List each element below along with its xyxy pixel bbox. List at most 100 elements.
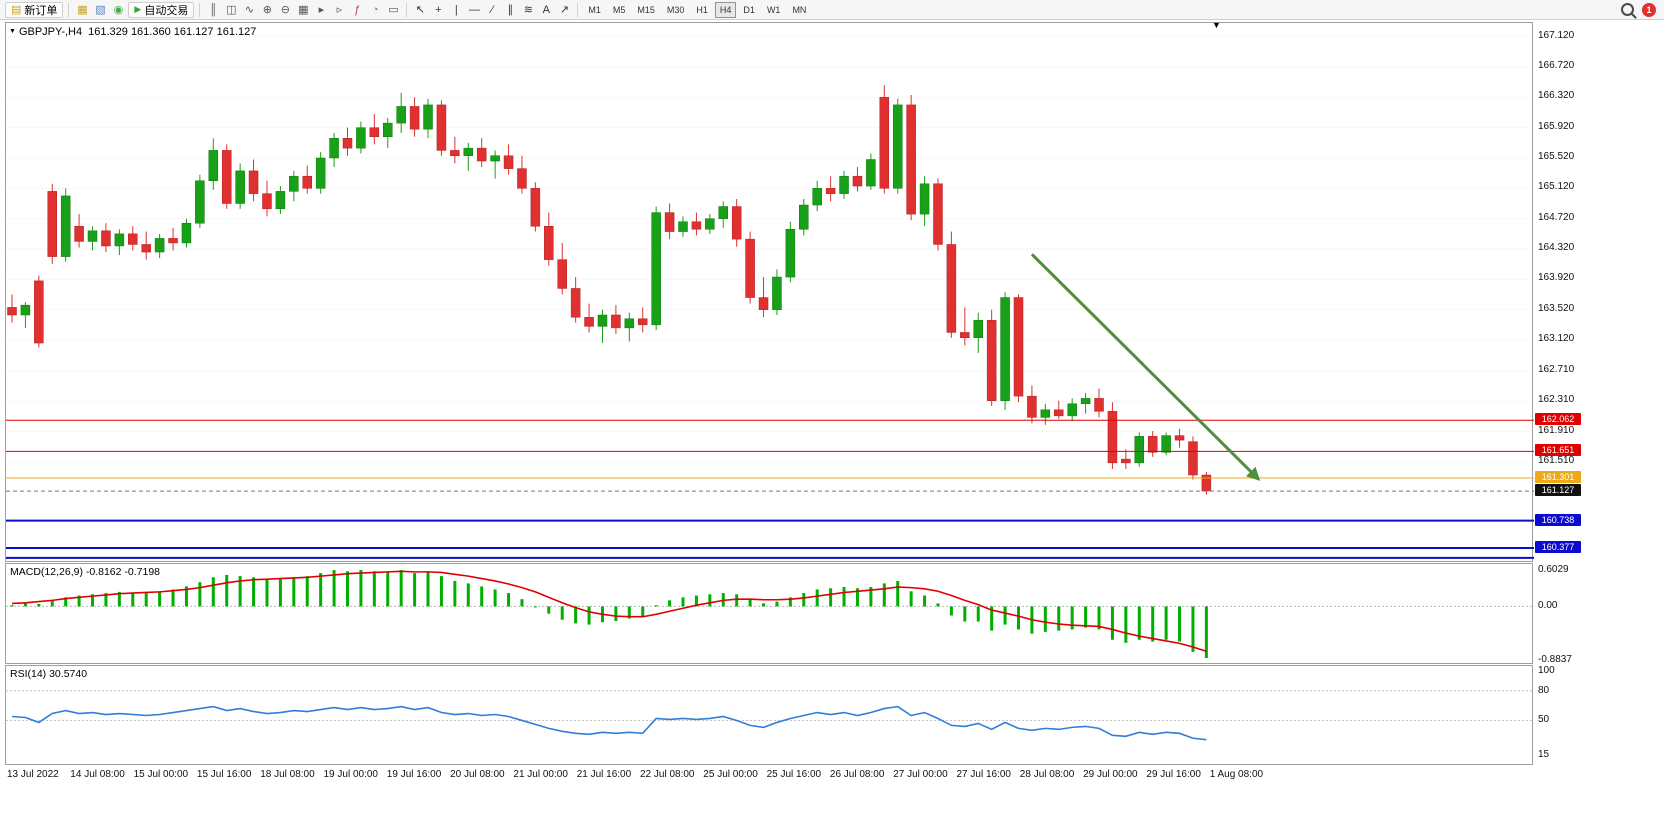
price-axis-label: 165.520 <box>1538 151 1575 162</box>
search-icon[interactable] <box>1621 3 1634 16</box>
price-level-tag: 162.062 <box>1535 413 1581 426</box>
macd-histogram <box>10 570 1208 658</box>
toolbar: ▤ 新订单 ▦ ▧ ◉ ▶ 自动交易 ║ ◫ ∿ ⊕ ⊖ ▦ ▸ ▹ ƒ ◔ ▭ ↖ + | — ∕ ∥ ≋ A ↗ M… <box>0 0 1664 20</box>
time-axis-label: 15 Jul 16:00 <box>196 769 252 780</box>
time-axis-label: 14 Jul 08:00 <box>70 769 125 780</box>
time-axis-label: 21 Jul 00:00 <box>513 769 568 780</box>
auto-trading-button[interactable]: ▶ 自动交易 <box>128 1 195 18</box>
timeframe-button-m5[interactable]: M5 <box>612 4 626 15</box>
indicators-icon[interactable]: ƒ <box>354 3 361 16</box>
channel-icon[interactable]: ∥ <box>507 3 514 16</box>
toolbar-separator <box>68 2 70 17</box>
time-axis-label: 28 Jul 08:00 <box>1019 769 1075 780</box>
chart-shift-icon[interactable]: ▹ <box>336 3 343 16</box>
candlestick-icon[interactable]: ◫ <box>226 3 237 16</box>
new-order-label: 新订单 <box>24 4 58 17</box>
zoom-in-icon[interactable]: ⊕ <box>262 3 272 16</box>
price-axis-label: 165.920 <box>1538 120 1575 132</box>
play-icon: ▶ <box>134 4 142 14</box>
zoom-out-icon[interactable]: ⊖ <box>280 3 290 16</box>
rsi-axis-label: 80 <box>1538 684 1550 696</box>
timeframe-button-m15[interactable]: M15 <box>637 4 655 15</box>
bar-chart-icon[interactable]: ║ <box>209 3 218 16</box>
price-axis-label: 166.720 <box>1538 59 1575 71</box>
clock-icon[interactable]: ◔ <box>372 3 379 16</box>
macd-panel[interactable] <box>5 563 1534 664</box>
price-axis-label: 163.520 <box>1538 302 1575 314</box>
timeframe-button-h1[interactable]: H1 <box>696 4 708 15</box>
text-icon[interactable]: A <box>542 3 550 16</box>
trend-arrow[interactable] <box>1030 253 1261 481</box>
info-icon[interactable]: ◉ <box>113 4 124 16</box>
rsi-axis-label: 100 <box>1538 664 1555 676</box>
symbol-period-label: GBPJPY-,H4 <box>18 26 83 38</box>
time-axis-label: 27 Jul 16:00 <box>956 769 1012 780</box>
crosshair-icon[interactable]: + <box>435 3 442 16</box>
price-level-tag: 161.127 <box>1535 484 1581 497</box>
timeframe-button-m30[interactable]: M30 <box>666 4 685 15</box>
price-axis-label: 164.320 <box>1538 242 1575 253</box>
grid-lines <box>6 36 1534 463</box>
price-level-tag: 161.301 <box>1535 470 1581 483</box>
time-axis-label: 29 Jul 16:00 <box>1146 769 1201 780</box>
time-axis-label: 27 Jul 00:00 <box>893 769 948 780</box>
chart-title: ▼ GBPJPY-,H4 161.329 161.360 161.127 161.1… <box>9 26 256 38</box>
chart-marker-icon: ▼ <box>9 28 16 35</box>
price-level-lines <box>6 419 1534 559</box>
price-axis-label: 167.120 <box>1538 29 1575 41</box>
arrows-icon[interactable]: ↗ <box>559 3 569 16</box>
cursor-icon[interactable]: ↖ <box>415 3 425 16</box>
notification-badge[interactable]: 1 <box>1642 2 1656 17</box>
price-level-tag: 161.651 <box>1535 444 1581 457</box>
macd-signal-line <box>11 570 1207 653</box>
profiles-icon[interactable]: ▧ <box>95 4 106 16</box>
price-level-tag: 160.377 <box>1535 541 1581 554</box>
main-chart-panel[interactable] <box>5 22 1534 562</box>
time-axis-label: 29 Jul 00:00 <box>1083 769 1138 780</box>
timeframe-button-m1[interactable]: M1 <box>588 4 601 15</box>
time-axis-label: 18 Jul 08:00 <box>260 769 315 780</box>
price-axis-label: 163.920 <box>1538 272 1575 284</box>
price-axis[interactable]: 167.120 166.720 166.320 165.920 165.520 165.1… <box>1534 0 1606 839</box>
auto-scroll-icon[interactable]: ▸ <box>318 3 325 16</box>
time-axis-label: 13 Jul 2022 <box>7 769 59 780</box>
rsi-line <box>11 705 1207 741</box>
templates-icon[interactable]: ▭ <box>388 3 399 16</box>
time-axis[interactable]: 13 Jul 2022 14 Jul 08:00 15 Jul 00:00 15 Ju… <box>5 766 1533 786</box>
vertical-line-icon[interactable]: | <box>454 3 458 16</box>
macd-axis-label: -0.8837 <box>1538 653 1572 665</box>
time-axis-label: 22 Jul 08:00 <box>640 769 695 780</box>
time-axis-label: 1 Aug 08:00 <box>1209 769 1264 780</box>
timeframe-button-mn[interactable]: MN <box>792 4 807 15</box>
price-axis-label: 165.120 <box>1538 181 1575 193</box>
time-axis-label: 25 Jul 16:00 <box>766 769 822 780</box>
price-level-tag: 160.738 <box>1535 513 1581 526</box>
price-axis-label: 162.310 <box>1538 394 1575 406</box>
timeframe-button-w1[interactable]: W1 <box>766 4 781 15</box>
toolbar-separator <box>199 2 201 17</box>
rsi-indicator-label: RSI(14) 30.5740 <box>10 668 88 680</box>
price-axis-label: 161.510 <box>1538 455 1575 467</box>
charts-icon[interactable]: ▦ <box>77 4 88 16</box>
macd-axis-label: 0.00 <box>1538 600 1558 612</box>
time-axis-label: 15 Jul 00:00 <box>133 769 189 780</box>
new-order-button[interactable]: ▤ 新订单 <box>5 1 64 18</box>
price-axis-label: 161.910 <box>1538 424 1575 436</box>
line-chart-icon[interactable]: ∿ <box>244 3 254 16</box>
tile-windows-icon[interactable]: ▦ <box>298 3 309 16</box>
trendline-icon[interactable]: ∕ <box>491 3 494 16</box>
new-order-icon: ▤ <box>11 4 22 16</box>
macd-indicator-label: MACD(12,26,9) -0.8162 -0.7198 <box>10 566 160 578</box>
price-axis-label: 162.710 <box>1538 364 1575 376</box>
time-axis-label: 25 Jul 00:00 <box>703 769 758 780</box>
fibonacci-icon[interactable]: ≋ <box>523 3 533 16</box>
macd-axis-label: 0.6029 <box>1538 563 1569 575</box>
toolbar-separator <box>577 2 579 17</box>
timeframe-button-d1[interactable]: D1 <box>743 4 755 15</box>
ohlc-values: 161.329 161.360 161.127 161.127 <box>88 26 257 38</box>
rsi-axis-label: 50 <box>1538 714 1550 726</box>
timeframe-button-h4[interactable]: H4 <box>714 1 737 18</box>
horizontal-line-icon[interactable]: — <box>468 3 480 16</box>
rsi-panel[interactable] <box>5 665 1534 765</box>
